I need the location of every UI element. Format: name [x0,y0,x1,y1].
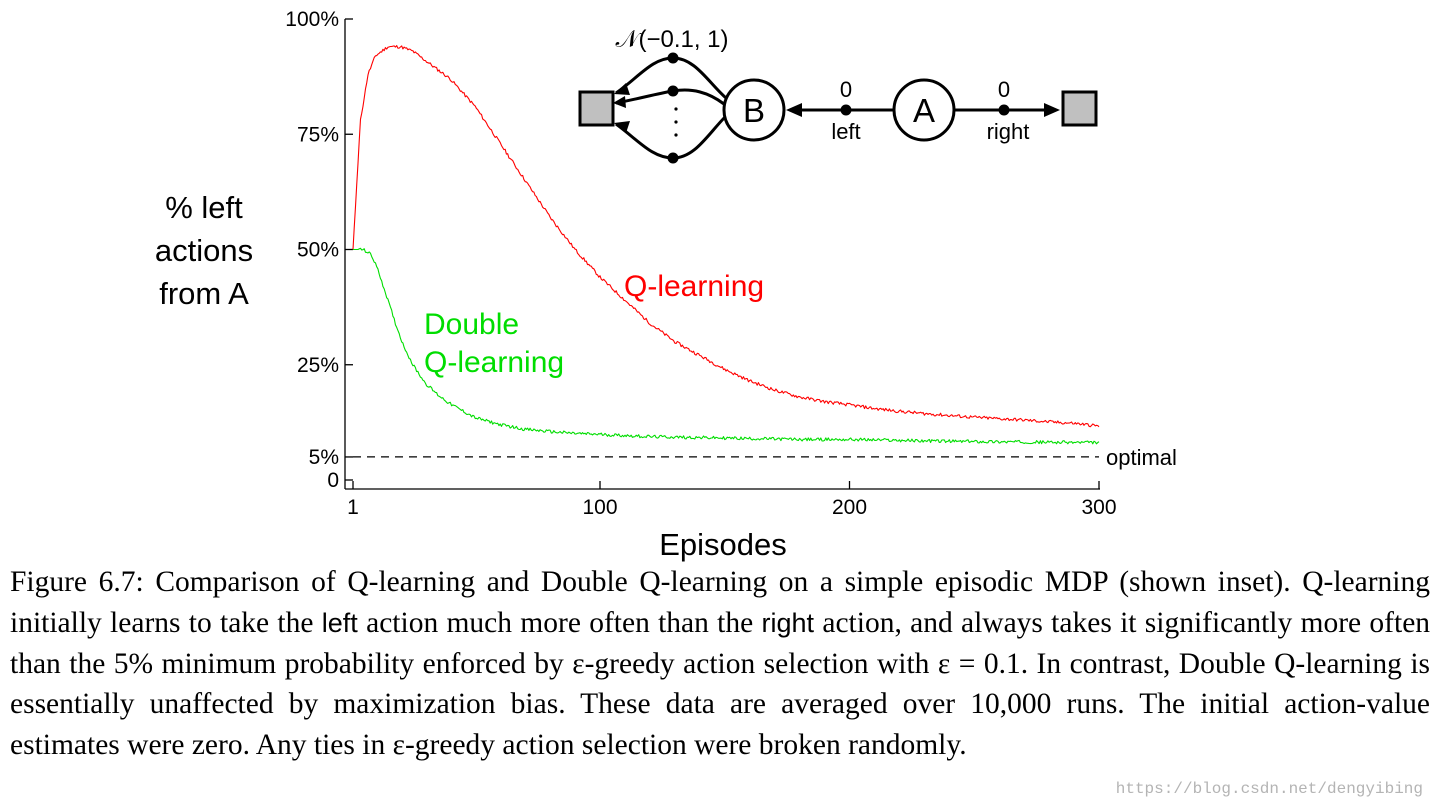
caption-left-keyword: left [321,607,358,638]
double-q-learning-label-line-1: Double [424,308,519,341]
y-axis-label-line-1: % left [165,190,243,225]
series-line-q-learning [352,45,1100,428]
arc-lower [615,114,728,160]
left-reward-label: 0 [840,77,852,102]
x-tick-label: 100 [582,496,617,519]
caption-label: Figure 6.7: [10,566,144,598]
y-tick-label: 5% [309,446,339,469]
ellipsis-dot [674,133,678,137]
double-q-learning-label-line-2: Q-learning [424,346,564,379]
x-tick-label: 300 [1081,496,1116,519]
x-tick-label: 1 [347,496,359,519]
left-action-dot [840,104,852,116]
left-action-label: left [831,119,860,144]
dot-lower [667,152,679,164]
arrowhead-upper [614,83,630,95]
state-b-node [722,78,786,142]
y-axis-label-line-2: actions [155,233,253,268]
y-tick-label: 100% [285,8,339,31]
distribution-label: 𝒩(−0.1, 1) [615,26,728,53]
ellipsis-dot [674,120,678,124]
left-arrowhead [786,103,802,117]
dot-upper [667,52,679,64]
y-tick-label: 25% [297,354,339,377]
left-terminal-state [578,90,615,127]
y-axis-label-line-3: from A [159,276,249,311]
right-terminal-state [1061,90,1098,127]
y-tick-label: 75% [297,123,339,146]
state-b-label: B [743,92,765,129]
caption-text-part-1: Comparison of Q-learning and Double Q-le… [10,566,1430,639]
arrowhead-lower [614,121,630,133]
q-learning-label: Q-learning [624,270,764,303]
caption-text-part-2: action much more often than the [366,606,754,639]
caption-right-keyword: right [761,607,815,638]
x-axis-label: Episodes [659,527,787,562]
watermark: https://blog.csdn.net/dengyibing [1115,780,1423,798]
arrowhead-middle [613,96,626,108]
series-layer [352,45,1100,458]
series-line-double-q-learning [353,247,1100,445]
mdp-inset-diagram: 𝒩(−0.1, 1) B 0 left A 0 right [578,26,1098,164]
x-tick-label: 200 [832,496,867,519]
dot-middle [667,85,679,97]
y-tick-label: 0 [327,469,339,492]
right-action-dot [998,104,1010,116]
ellipsis-dot [674,107,678,111]
state-a-node [892,78,956,142]
right-arrowhead [1044,103,1060,117]
state-a-label: A [913,92,935,129]
ticks: 05%25%50%75%100%1 100 200 300 [285,8,1116,519]
figure-caption: Figure 6.7: Comparison of Q-learning and… [10,562,1430,766]
caption-text-part-3: action, and always takes it significantl… [10,606,1431,762]
right-action-label: right [987,119,1030,144]
y-tick-label: 50% [297,239,339,262]
right-reward-label: 0 [998,77,1010,102]
axes [344,19,1100,490]
optimal-label: optimal [1106,445,1177,470]
